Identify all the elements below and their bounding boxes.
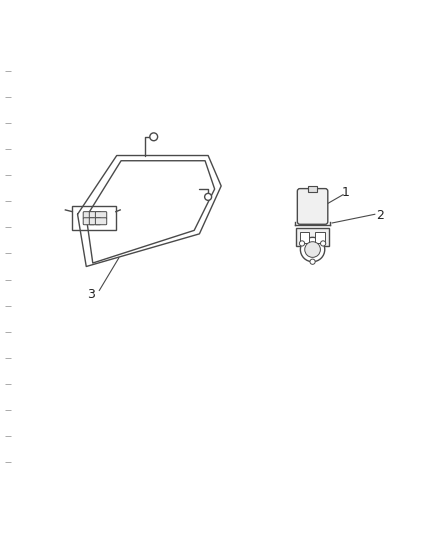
Text: 2: 2 (376, 208, 384, 222)
Circle shape (300, 241, 305, 246)
FancyBboxPatch shape (308, 185, 317, 192)
Text: 1: 1 (341, 186, 349, 199)
FancyBboxPatch shape (83, 218, 95, 225)
FancyBboxPatch shape (315, 232, 325, 243)
FancyBboxPatch shape (300, 232, 309, 243)
Circle shape (205, 193, 212, 200)
Circle shape (305, 241, 321, 257)
FancyBboxPatch shape (95, 218, 107, 225)
FancyBboxPatch shape (83, 212, 95, 219)
FancyBboxPatch shape (89, 218, 101, 225)
Text: 3: 3 (87, 288, 95, 301)
FancyBboxPatch shape (89, 212, 101, 219)
FancyBboxPatch shape (297, 189, 328, 224)
FancyBboxPatch shape (95, 212, 107, 219)
Circle shape (300, 237, 325, 262)
Circle shape (150, 133, 158, 141)
Circle shape (310, 259, 315, 264)
FancyBboxPatch shape (296, 228, 329, 246)
Circle shape (321, 241, 326, 246)
